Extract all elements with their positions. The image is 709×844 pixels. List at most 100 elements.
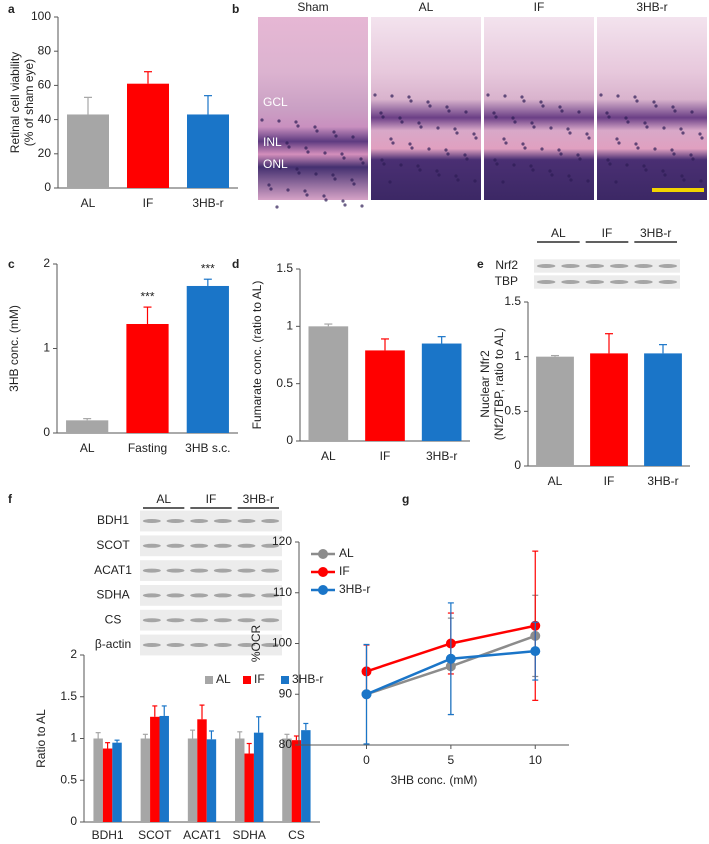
nucleus (287, 145, 291, 149)
blot-band (658, 264, 678, 268)
nucleus (407, 95, 411, 99)
histology-image (371, 17, 481, 200)
panel-label: e (477, 257, 484, 271)
nucleus (531, 168, 535, 172)
nucleus (530, 121, 534, 125)
nucleus (654, 104, 658, 108)
nucleus (486, 93, 490, 97)
nucleus (267, 183, 271, 187)
x-tick-label: IF (143, 196, 154, 210)
nucleus (472, 132, 476, 136)
nucleus (361, 161, 365, 165)
nucleus (427, 147, 431, 151)
blot-strip (534, 259, 680, 273)
nucleus (587, 136, 591, 140)
nucleus (428, 104, 432, 108)
nucleus (324, 198, 328, 202)
nucleus (418, 168, 422, 172)
bar (150, 716, 160, 822)
y-tick-label: 100 (272, 636, 292, 650)
nucleus (444, 148, 448, 152)
x-tick-label: AL (321, 449, 336, 463)
nucleus (567, 174, 571, 178)
nucleus (626, 120, 630, 124)
bar (93, 738, 103, 822)
point (361, 689, 372, 700)
blot-group: IF (602, 226, 613, 240)
x-tick-label: AL (80, 441, 95, 455)
bar (159, 715, 169, 822)
bar (187, 114, 229, 188)
nucleus (474, 136, 478, 140)
nucleus (268, 140, 272, 144)
nucleus (653, 147, 657, 151)
x-tick-label: 3HB-r (426, 449, 457, 463)
nucleus (495, 162, 499, 166)
nucleus (269, 187, 273, 191)
blot-row-label: ACAT1 (94, 563, 132, 577)
nucleus (275, 205, 279, 209)
bar (126, 323, 169, 433)
blot-group: 3HB-r (243, 492, 274, 506)
nucleus (661, 169, 665, 173)
x-tick-label: AL (81, 196, 96, 210)
blot-band (166, 643, 185, 647)
y-tick-label: 2 (43, 256, 50, 270)
nucleus (633, 95, 637, 99)
bar (102, 748, 113, 822)
blot-band (561, 264, 580, 268)
blot-band (142, 568, 161, 573)
nucleus (315, 129, 319, 133)
y-tick-label: 80 (38, 43, 52, 57)
x-tick-label: 5 (448, 753, 455, 767)
nucleus (689, 153, 693, 157)
nucleus (690, 110, 694, 114)
bar (112, 742, 122, 822)
bar (187, 738, 198, 822)
blot-band (166, 519, 185, 523)
nucleus (445, 105, 449, 109)
histology-image (258, 17, 368, 200)
nucleus (332, 130, 336, 134)
nucleus (673, 109, 677, 113)
nucleus (334, 134, 338, 138)
nucleus (616, 94, 620, 98)
blot-band (261, 593, 280, 598)
x-tick-label: AL (548, 474, 563, 488)
blot-band (190, 568, 209, 573)
nucleus (294, 120, 298, 124)
significance: *** (201, 261, 215, 275)
blot-band (166, 543, 185, 548)
blot-band (190, 519, 209, 523)
legend-swatch (205, 676, 213, 684)
nucleus (549, 126, 553, 130)
panel-label: d (232, 257, 239, 271)
y-tick-label: 0 (514, 458, 521, 472)
blot-row-label: BDH1 (97, 513, 129, 527)
y-tick-label: 1 (286, 319, 293, 333)
x-tick-label: 10 (529, 753, 543, 767)
nucleus (670, 148, 674, 152)
nucleus (453, 127, 457, 131)
nucleus (529, 164, 533, 168)
nucleus (644, 168, 648, 172)
blot-band (609, 280, 629, 284)
nucleus (446, 152, 450, 156)
nucleus (331, 173, 335, 177)
nucleus (351, 135, 355, 139)
bar (206, 739, 217, 822)
x-tick-label: ACAT1 (183, 828, 221, 842)
blot-strip (534, 275, 680, 289)
nucleus (559, 152, 563, 156)
blot-band (142, 593, 161, 598)
blot-band (585, 280, 605, 284)
nucleus (634, 142, 638, 146)
blot-band (237, 618, 256, 623)
blot-band (261, 519, 280, 523)
blot-strip (140, 560, 282, 582)
x-tick-label: CS (288, 828, 305, 842)
legend-label: AL (216, 672, 231, 686)
nucleus (560, 109, 564, 113)
nucleus (305, 193, 309, 197)
nucleus (399, 163, 403, 167)
